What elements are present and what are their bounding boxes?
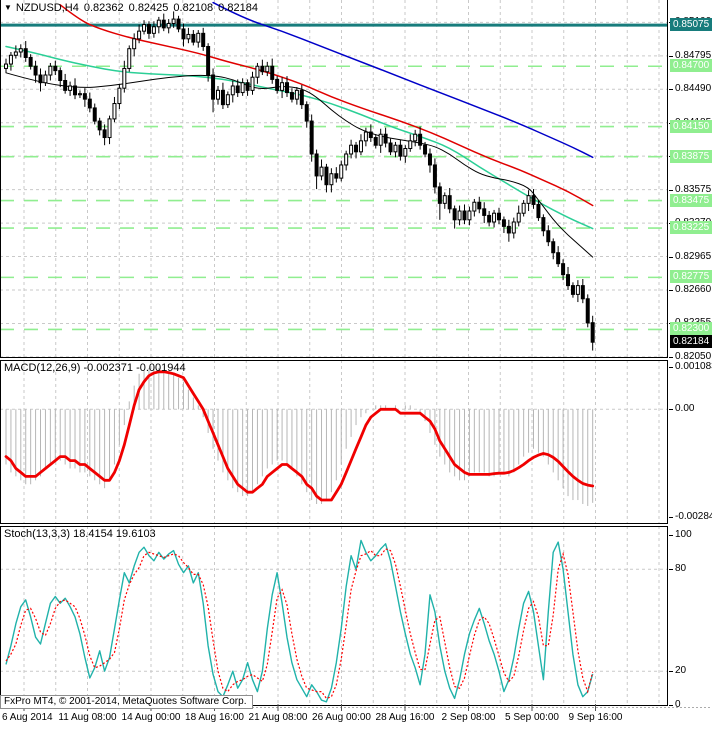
symbol-dropdown-arrow[interactable]: ▼ <box>4 3 12 12</box>
panel-border <box>0 360 668 524</box>
stoch-k-line <box>5 539 594 703</box>
chart-title-bar: ▼ NZDUSD,H4 0.82362 0.82425 0.82108 0.82184 <box>4 2 263 14</box>
ohlc-close-value: 0.82184 <box>218 2 258 14</box>
time-label: 28 Aug 16:00 <box>375 712 435 723</box>
time-label: 2 Sep 08:00 <box>441 712 496 723</box>
axis-tick <box>669 569 673 571</box>
hline-price-tag: 0.85075 <box>670 18 712 32</box>
horizontal-gridlines <box>0 21 668 358</box>
price-gridline-label: 0.84490 <box>675 83 712 95</box>
sr-price-tag: 0.82775 <box>670 270 712 284</box>
sr-price-tag: 0.82300 <box>670 322 712 336</box>
axis-tick <box>669 356 673 358</box>
macd-indicator-label: MACD(12,26,9) -0.002371 -0.001944 <box>4 362 186 374</box>
time-axis[interactable]: 6 Aug 2014 11 Aug 08:00 14 Aug 00:00 18 Aug… <box>0 710 712 730</box>
price-gridline-label: 0.83575 <box>675 183 712 195</box>
macd-histogram <box>5 366 594 506</box>
time-label: 21 Aug 08:00 <box>248 712 308 723</box>
axis-tick <box>669 705 673 707</box>
price-gridline-label: 0.82050 <box>675 350 712 362</box>
axis-tick <box>669 55 673 57</box>
stoch-axis-label: 80 <box>675 563 687 575</box>
axis-tick <box>669 409 673 411</box>
macd-axis-label: 0.00 <box>675 403 695 415</box>
axis-tick <box>669 671 673 673</box>
time-label: 18 Aug 16:00 <box>185 712 244 723</box>
time-label: 6 Aug 2014 <box>2 712 53 723</box>
time-label: 9 Sep 16:00 <box>568 712 623 723</box>
price-gridline-label: 0.82660 <box>675 283 712 295</box>
stoch-d-line <box>5 548 594 700</box>
broker-watermark: FxPro MT4, © 2001-2014, MetaQuotes Softw… <box>0 695 254 709</box>
sr-price-tag: 0.84700 <box>670 59 712 73</box>
ohlc-open-value: 0.82362 <box>83 2 124 14</box>
ohlc-high-value: 0.82425 <box>128 2 169 14</box>
main-chart-canvas[interactable] <box>0 0 668 358</box>
current-price-tag: 0.82184 <box>670 335 712 349</box>
axis-tick <box>669 366 673 368</box>
ma-red-line <box>59 4 594 207</box>
stochastic-indicator-label: Stoch(13,3,3) 18.4154 19.6103 <box>4 528 156 540</box>
axis-tick <box>669 89 673 91</box>
stochastic-panel-canvas[interactable] <box>0 526 668 706</box>
stoch-axis-label: 0 <box>675 699 681 711</box>
axis-tick <box>669 189 673 191</box>
macd-axis-label: 0.001083 <box>675 360 712 372</box>
ma-blue-line <box>212 1 594 159</box>
sr-price-tag: 0.83225 <box>670 221 712 235</box>
time-label: 5 Sep 00:00 <box>505 712 559 723</box>
price-axis[interactable]: 0.851000.847950.844900.841850.838800.835… <box>669 0 712 732</box>
candlestick-series <box>4 11 595 351</box>
axis-tick <box>669 517 673 518</box>
stoch-axis-label: 20 <box>675 665 687 677</box>
symbol-period-label: NZDUSD,H4 <box>15 2 79 14</box>
macd-panel-canvas[interactable] <box>0 360 668 524</box>
time-label: 11 Aug 08:00 <box>58 712 117 723</box>
axis-tick <box>669 256 673 258</box>
vertical-gridlines <box>23 526 660 706</box>
price-gridline-label: 0.82965 <box>675 250 712 262</box>
support-resistance-lines <box>0 65 668 331</box>
axis-tick <box>669 289 673 291</box>
macd-axis-label: -0.002848 <box>675 511 712 522</box>
time-label: 26 Aug 00:00 <box>312 712 371 723</box>
axis-tick <box>669 535 673 537</box>
sr-price-tag: 0.84150 <box>670 119 712 133</box>
price-gridline-label: 0.84795 <box>675 49 712 61</box>
sr-price-tag: 0.83475 <box>670 193 712 207</box>
time-label: 14 Aug 00:00 <box>121 712 181 723</box>
sr-price-tag: 0.83875 <box>670 149 712 163</box>
macd-signal-line <box>4 370 595 502</box>
stoch-axis-label: 100 <box>675 529 692 541</box>
ohlc-low-value: 0.82108 <box>173 2 214 14</box>
